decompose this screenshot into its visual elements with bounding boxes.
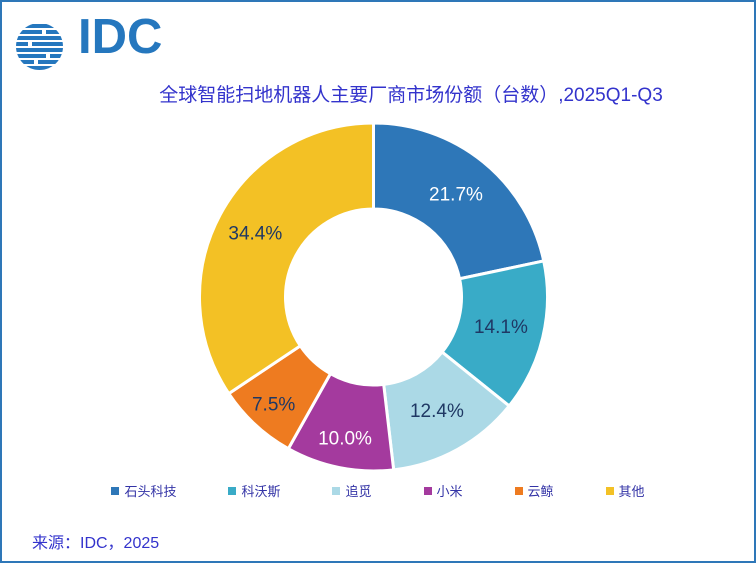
source-note: 来源：IDC，2025 [32,535,160,552]
legend-item-小米[interactable]: 小米 [423,481,463,500]
legend-swatch-icon [423,486,432,495]
legend-label: 石头科技 [124,484,177,499]
chart-legend: 石头科技 科沃斯 追觅 小米 云鲸 其他 [2,481,754,500]
legend-swatch-icon [332,486,341,495]
legend-item-石头科技[interactable]: 石头科技 [111,481,176,500]
legend-swatch-icon [514,486,523,495]
donut-segment-科沃斯[interactable] [440,259,549,409]
chart-title: 全球智能扫地机器人主要厂商市场份额（台数）,2025Q1-Q3 [159,85,663,106]
segment-percent-label: 7.5% [252,394,295,415]
legend-item-科沃斯[interactable]: 科沃斯 [228,481,280,500]
legend-item-云鲸[interactable]: 云鲸 [514,481,554,500]
segment-percent-label: 12.4% [410,401,464,422]
legend-label: 科沃斯 [241,484,281,499]
donut-segment-石头科技[interactable] [372,121,546,281]
donut-segment-其他[interactable] [198,121,375,396]
legend-label: 其他 [618,484,645,499]
legend-swatch-icon [605,486,614,495]
segment-percent-label: 21.7% [429,185,483,206]
legend-label: 小米 [436,484,463,499]
legend-label: 云鲸 [527,484,554,499]
legend-swatch-icon [111,486,120,495]
legend-item-追觅[interactable]: 追觅 [332,481,372,500]
legend-swatch-icon [228,486,237,495]
globe-icon [16,24,63,70]
idc-logo-text: IDC [78,10,163,64]
legend-item-其他[interactable]: 其他 [605,481,645,500]
segment-percent-label: 10.0% [318,429,372,450]
legend-label: 追觅 [345,484,372,499]
segment-percent-label: 34.4% [228,223,282,244]
segment-percent-label: 14.1% [474,317,528,338]
